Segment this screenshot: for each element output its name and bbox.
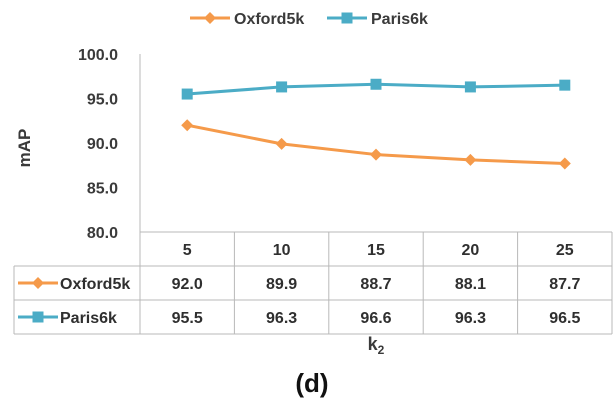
table-cell: 95.5 [172,310,203,327]
x-category-label: 15 [367,242,385,259]
data-point [370,148,382,161]
series-Oxford5k [181,119,571,170]
plot-lines [181,78,571,170]
y-tick-label: 85.0 [87,181,118,198]
table-row-key [18,277,58,289]
x-axis-label-main: k [368,334,379,354]
x-category-label: 25 [556,242,574,259]
data-point [181,119,194,132]
table-cell: 96.3 [266,310,297,327]
y-axis-label: mAP [15,129,34,168]
table-row-key [18,311,58,323]
table-key-marker [32,311,44,323]
y-tick-label: 90.0 [87,136,118,153]
data-point [181,88,193,100]
data-point [276,81,288,93]
y-tick-label: 80.0 [87,225,118,242]
table-row-label: Oxford5k [60,276,130,293]
data-point [370,78,382,90]
legend-label: Paris6k [371,11,428,28]
data-point [558,157,571,170]
series-Paris6k [181,78,571,100]
data-point [464,153,477,166]
legend: Oxford5k Paris6k [190,11,428,28]
figure-caption: (d) [295,368,328,398]
table-cell: 87.7 [549,276,580,293]
y-tick-label: 100.0 [78,47,118,64]
x-axis-label: k2 [368,334,385,357]
table-cell: 96.6 [360,310,391,327]
y-tick-labels: 80.0 85.0 90.0 95.0 100.0 [78,47,118,242]
legend-label: Oxford5k [234,11,304,28]
table-cell: 88.7 [360,276,391,293]
legend-item: Paris6k [327,11,428,28]
table-cell: 96.3 [455,310,486,327]
table-cell: 88.1 [455,276,486,293]
table-key-marker [32,277,44,289]
data-point [559,79,571,91]
y-tick-label: 95.0 [87,92,118,109]
table-cell: 96.5 [549,310,580,327]
x-category-label: 20 [462,242,480,259]
table-row-label: Paris6k [60,310,117,327]
legend-item: Oxford5k [190,11,304,28]
x-axis-label-sub: 2 [378,343,385,357]
legend-marker [341,12,353,24]
data-table: 5 10 15 20 25 Oxford5k 92.0 89.9 88.7 88.1 87.7 Par… [13,54,613,335]
data-point [464,81,476,93]
x-category-label: 10 [273,242,291,259]
data-point [275,137,288,150]
legend-marker [204,12,216,24]
table-cell: 92.0 [172,276,203,293]
table-cell: 89.9 [266,276,297,293]
x-category-label: 5 [183,242,192,259]
